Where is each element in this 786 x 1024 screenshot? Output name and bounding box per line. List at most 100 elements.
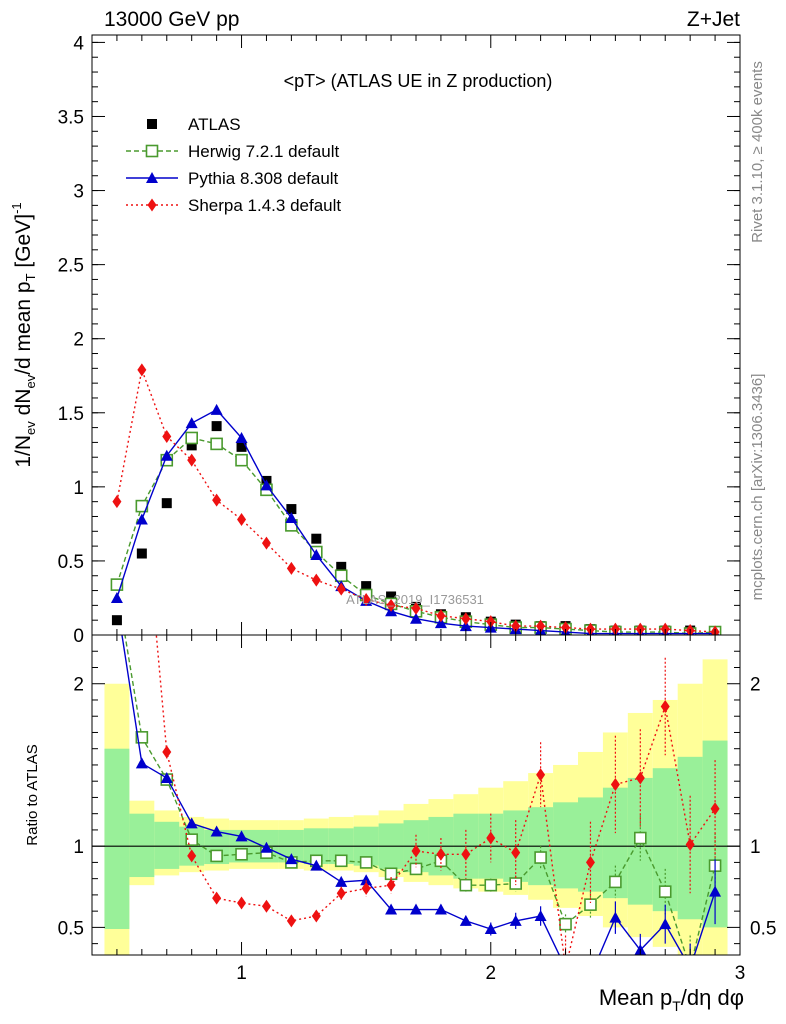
pythia-ratio-point (360, 874, 373, 886)
main-y-tick-label: 0 (73, 626, 84, 647)
main-y-tick-label: 2 (73, 330, 84, 351)
ratio-plot-area (92, 635, 740, 973)
legend-entry-atlas: ATLAS (147, 115, 241, 134)
sherpa-ratio-point (536, 768, 546, 782)
x-tick-label: 3 (735, 963, 746, 984)
atlas-point (136, 548, 147, 559)
sherpa-point (212, 493, 222, 507)
pythia-point (310, 549, 323, 560)
sherpa-point (536, 619, 546, 633)
herwig-ratio-point (658, 885, 672, 898)
pythia-ratio-point (135, 757, 148, 769)
herwig-ratio-point (584, 898, 597, 911)
legend-entry-pythia: Pythia 8.308 default (126, 169, 339, 188)
sherpa-ratio-point (286, 914, 296, 928)
pythia-ratio-point (210, 825, 223, 837)
pythia-point (235, 431, 248, 443)
pythia-ratio-point (185, 817, 198, 829)
herwig-ratio-point (135, 731, 149, 744)
pythia-ratio-point (709, 885, 722, 897)
ratio-y-tick-label: 0.5 (58, 918, 84, 939)
sherpa-ratio-point (311, 909, 321, 923)
sherpa-point (610, 622, 620, 635)
pythia-point (434, 617, 447, 629)
ratio-y-tick-label-right: 1 (750, 837, 761, 858)
pythia-point (285, 511, 298, 523)
x-tick-label: 2 (485, 963, 496, 984)
sherpa-point (112, 495, 122, 509)
herwig-ratio-point (210, 849, 223, 863)
sherpa-ratio-point (635, 771, 645, 785)
legend-label: Pythia 8.308 default (188, 169, 339, 188)
main-y-tick-label: 2.5 (58, 256, 84, 277)
pythia-point (260, 479, 273, 491)
legend-label: Herwig 7.2.1 default (188, 142, 339, 161)
ratio-y-tick-label-right: 0.5 (750, 918, 776, 939)
sherpa-ratio-point (212, 891, 222, 905)
sherpa-ratio-point (685, 838, 695, 852)
pythia-point (110, 591, 123, 603)
chart-title: <pT> (ATLAS UE in Z production) (284, 71, 553, 91)
pythia-ratio-point (509, 914, 522, 926)
herwig-ratio-point (409, 862, 423, 876)
sherpa-point (660, 622, 670, 635)
pythia-point (459, 620, 472, 632)
sherpa-ratio-point (511, 846, 521, 860)
x-tick-label: 1 (236, 963, 247, 984)
sherpa-point (237, 512, 247, 526)
herwig-ratio-point (559, 917, 572, 931)
analysis-watermark: ATLAS_2019_I1736531 (346, 592, 484, 607)
atlas-point (336, 561, 347, 572)
sherpa-point (585, 622, 595, 635)
pythia-ratio-point (385, 903, 398, 915)
main-y-tick-label: 3 (73, 182, 84, 203)
pythia-ratio-point (260, 841, 273, 853)
legend-entry-sherpa: Sherpa 1.4.3 default (126, 196, 341, 215)
herwig-ratio-point (534, 851, 547, 864)
sherpa-ratio-point (436, 847, 446, 861)
sherpa-point (411, 601, 421, 615)
ratio-y-tick-label: 1 (73, 837, 84, 858)
main-y-axis-label: 1/Nev dNev/d mean pT [GeV]-1 (9, 202, 38, 467)
ratio-y-tick-label-right: 2 (750, 675, 761, 696)
sherpa-point (386, 598, 396, 612)
sherpa-point (461, 612, 471, 626)
pythia-ratio-point (335, 875, 348, 887)
ratio-band-stat (578, 797, 603, 892)
legend-label: ATLAS (188, 115, 241, 134)
main-y-tick-label: 0.5 (58, 552, 84, 573)
ratio-band-stat (104, 748, 130, 930)
atlas-point (161, 498, 172, 509)
atlas-point (361, 581, 372, 592)
pythia-ratio-point (434, 903, 447, 915)
pythia-ratio-point (560, 962, 572, 973)
pythia-point (160, 449, 173, 461)
pythia-ratio-point (235, 830, 248, 842)
herwig-ratio-point (235, 847, 248, 861)
sherpa-point (261, 536, 271, 550)
legend-entry-herwig: Herwig 7.2.1 default (126, 142, 339, 161)
x-axis-label: Mean pT/dη dφ (599, 985, 744, 1014)
herwig-point (185, 431, 198, 445)
pythia-ratio-point (459, 914, 472, 926)
main-y-tick-label: 3.5 (58, 107, 84, 128)
atlas-point (386, 591, 397, 602)
rivet-label: Rivet 3.1.10, ≥ 400k events (749, 61, 766, 243)
herwig-ratio-point (359, 856, 373, 869)
sherpa-ratio-point (710, 802, 720, 816)
atlas-point (286, 504, 297, 515)
sherpa-ratio-point (461, 847, 471, 861)
main-y-tick-label: 4 (73, 33, 84, 54)
sherpa-point (561, 621, 571, 635)
process-label: Z+Jet (687, 8, 740, 31)
legend-marker (145, 144, 159, 158)
sherpa-point (311, 573, 321, 587)
sherpa-point (635, 622, 645, 635)
herwig-point (110, 578, 124, 591)
sherpa-ratio-point (660, 699, 670, 713)
herwig-ratio-point (484, 878, 498, 892)
main-y-tick-label: 1.5 (58, 404, 84, 425)
herwig-point (235, 453, 248, 467)
pythia-ratio-point (609, 911, 622, 923)
